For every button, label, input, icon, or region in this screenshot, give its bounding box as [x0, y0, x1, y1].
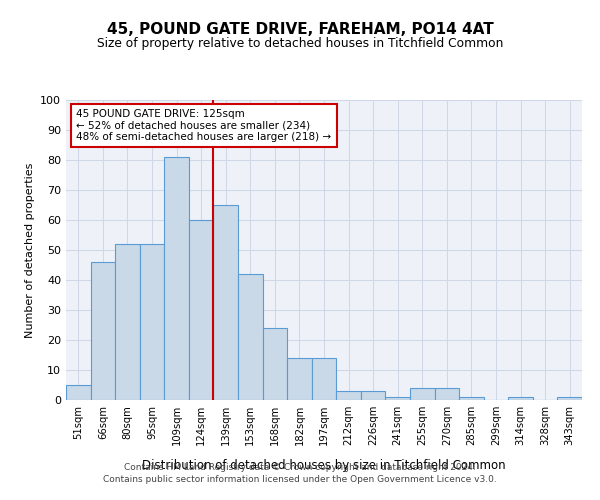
- Bar: [115, 244, 140, 400]
- Bar: [410, 388, 434, 400]
- Text: Contains HM Land Registry data © Crown copyright and database right 2024.: Contains HM Land Registry data © Crown c…: [124, 462, 476, 471]
- Bar: [66, 385, 91, 400]
- Bar: [214, 205, 238, 400]
- Bar: [508, 397, 533, 400]
- Bar: [164, 157, 189, 400]
- Bar: [238, 274, 263, 400]
- Text: Size of property relative to detached houses in Titchfield Common: Size of property relative to detached ho…: [97, 36, 503, 50]
- Bar: [263, 328, 287, 400]
- Bar: [361, 391, 385, 400]
- Bar: [434, 388, 459, 400]
- X-axis label: Distribution of detached houses by size in Titchfield Common: Distribution of detached houses by size …: [142, 459, 506, 472]
- Bar: [140, 244, 164, 400]
- Bar: [91, 262, 115, 400]
- Bar: [557, 397, 582, 400]
- Y-axis label: Number of detached properties: Number of detached properties: [25, 162, 35, 338]
- Bar: [336, 391, 361, 400]
- Bar: [189, 220, 214, 400]
- Bar: [312, 358, 336, 400]
- Bar: [459, 397, 484, 400]
- Bar: [287, 358, 312, 400]
- Text: 45, POUND GATE DRIVE, FAREHAM, PO14 4AT: 45, POUND GATE DRIVE, FAREHAM, PO14 4AT: [107, 22, 493, 38]
- Bar: [385, 397, 410, 400]
- Text: 45 POUND GATE DRIVE: 125sqm
← 52% of detached houses are smaller (234)
48% of se: 45 POUND GATE DRIVE: 125sqm ← 52% of det…: [76, 109, 331, 142]
- Text: Contains public sector information licensed under the Open Government Licence v3: Contains public sector information licen…: [103, 475, 497, 484]
